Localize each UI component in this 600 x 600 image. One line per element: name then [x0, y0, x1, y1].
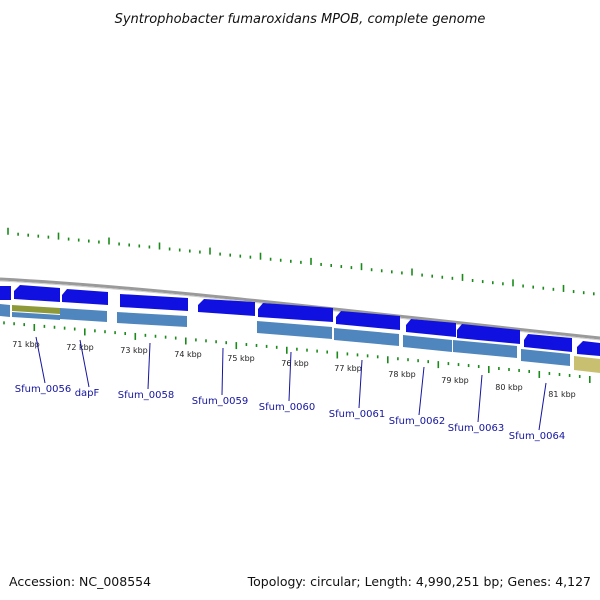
gene-leader-line [418, 366, 425, 416]
gene-arrow[interactable] [0, 286, 11, 300]
gene-arrow[interactable] [524, 334, 572, 352]
gene-block[interactable] [403, 335, 452, 352]
gene-block[interactable] [257, 321, 332, 339]
gene-leader-line [288, 351, 292, 402]
ruler-labels: 71 kbp 72 kbp 73 kbp 74 kbp 75 kbp 76 kbp 77 k… [12, 340, 576, 399]
gene-arrow[interactable] [120, 294, 188, 311]
genome-summary: Topology: circular; Length: 4,990,251 bp… [247, 574, 591, 589]
backbone-outer [0, 277, 600, 340]
gene-leader-line [358, 359, 363, 409]
gene-leader-line [221, 347, 224, 396]
ruler-tick-label: 73 kbp [120, 346, 148, 355]
gene-arrow[interactable] [62, 289, 108, 305]
ruler-tick-label: 76 kbp [281, 359, 309, 368]
gene-arrow[interactable] [198, 299, 255, 316]
forward-strand-genes [0, 285, 600, 356]
gene-block[interactable] [334, 328, 399, 346]
gene-block[interactable] [117, 312, 187, 327]
ruler-tick-label: 77 kbp [334, 364, 362, 373]
gene-label[interactable]: Sfum_0059 [192, 396, 248, 407]
gene-leader-line [79, 339, 90, 388]
ruler-tick-label: 78 kbp [388, 370, 416, 379]
ruler-tick-label: 75 kbp [227, 354, 255, 363]
gene-label[interactable]: Sfum_0063 [448, 423, 504, 434]
ruler-tick-label: 72 kbp [66, 343, 94, 352]
gene-label[interactable]: dapF [75, 388, 100, 399]
accession-label: Accession: NC_008554 [9, 574, 151, 589]
ruler-tick-label: 74 kbp [174, 350, 202, 359]
outer-tick-ring [7, 227, 595, 296]
ruler-tick-label: 71 kbp [12, 340, 40, 349]
gene-block[interactable] [12, 305, 60, 314]
gene-leader-line [538, 382, 547, 431]
gene-arrow[interactable] [336, 311, 400, 330]
reverse-strand-genes [0, 304, 600, 373]
gene-arrow[interactable] [258, 303, 333, 322]
ruler-tick-label: 80 kbp [495, 383, 523, 392]
gene-arrow[interactable] [457, 324, 520, 344]
map-title: Syntrophobacter fumaroxidans MPOB, compl… [115, 12, 486, 27]
gene-label[interactable]: Sfum_0061 [329, 409, 385, 420]
gene-block[interactable] [60, 308, 107, 322]
gene-block[interactable] [12, 312, 60, 320]
gene-arrow[interactable] [14, 285, 60, 302]
gene-arrow[interactable] [577, 341, 600, 356]
gene-label[interactable]: Sfum_0064 [509, 431, 565, 442]
gene-block[interactable] [0, 304, 10, 317]
gene-leader-line [477, 374, 483, 423]
gene-block[interactable] [453, 340, 517, 358]
gene-label[interactable]: Sfum_0058 [118, 390, 174, 401]
gene-labels: Sfum_0056 dapF Sfum_0058 Sfum_0059 Sfum_0060… [15, 336, 565, 442]
ruler-tick-label: 79 kbp [441, 376, 469, 385]
gene-label[interactable]: Sfum_0056 [15, 384, 71, 395]
ruler-tick-label: 81 kbp [548, 390, 576, 399]
inner-tick-ring [3, 321, 591, 383]
gene-leader-line [35, 336, 46, 384]
gene-leader-line [147, 342, 151, 390]
gene-block[interactable] [574, 356, 600, 373]
gene-label[interactable]: Sfum_0062 [389, 416, 445, 427]
gene-arrow[interactable] [406, 319, 456, 337]
gene-label[interactable]: Sfum_0060 [259, 402, 315, 413]
gene-block[interactable] [521, 349, 570, 366]
